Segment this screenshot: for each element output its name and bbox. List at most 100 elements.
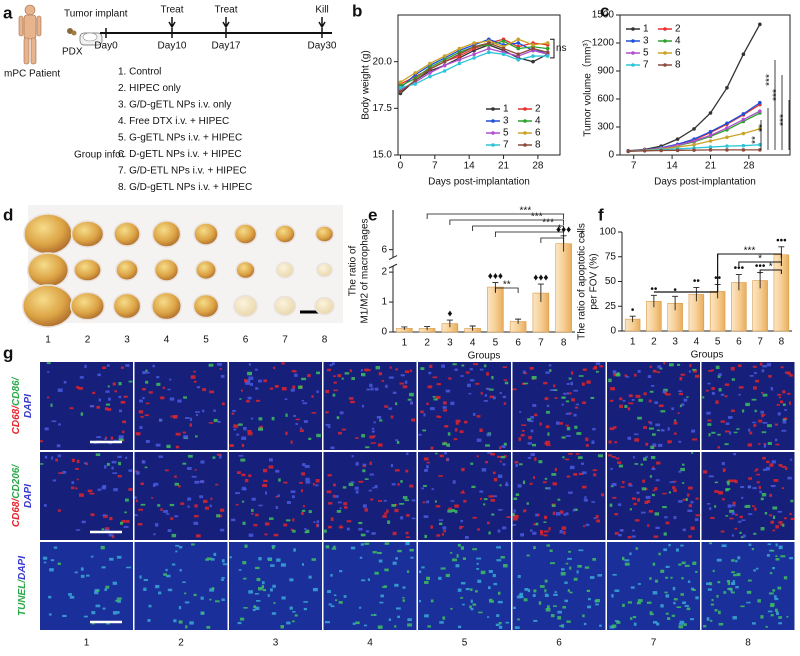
cell-signal [769,572,773,575]
cell-signal [109,557,114,561]
cell-signal [156,376,160,379]
ns-bracket [550,38,555,59]
cell-signal [680,593,684,596]
cell-signal [683,398,688,402]
cell-signal [249,383,253,386]
cell-signal [461,364,465,367]
cell-signal [153,482,159,486]
cell-signal [552,605,557,607]
cell-signal [174,475,177,478]
cell-signal [304,528,307,531]
cell-signal [440,567,446,570]
cell-signal [250,417,254,420]
cell-signal [731,534,735,537]
cell-signal [577,456,583,459]
cell-signal [720,420,726,423]
cell-signal [262,483,267,488]
cell-signal [384,512,388,515]
legend-label: 3 [643,36,649,47]
cell-signal [452,480,456,484]
micrograph [701,542,795,630]
cell-signal [665,594,670,598]
cell-signal [765,625,768,628]
cell-signal [686,396,689,398]
cell-signal [289,578,294,582]
cell-signal [585,523,590,527]
cell-signal [611,482,617,487]
cell-signal [647,375,652,379]
cell-signal [157,504,161,507]
data-point [487,46,491,51]
cell-signal [200,596,204,600]
cell-signal [784,409,787,411]
cell-signal [486,372,489,376]
significance-label: *** [531,212,543,223]
cell-signal [760,410,764,414]
cell-signal [329,364,333,367]
cell-signal [610,467,613,470]
cell-signal [247,379,251,383]
cell-signal [777,393,782,396]
cell-signal [609,503,613,507]
cell-signal [561,526,567,530]
cell-signal [783,576,788,580]
cell-signal [628,402,634,405]
cell-signal [479,497,483,500]
cell-signal [573,473,578,476]
data-point [516,46,521,51]
cell-signal [333,389,338,392]
cell-signal [76,478,79,481]
cell-signal [361,404,365,408]
cell-signal [105,585,110,589]
cell-signal [83,615,88,618]
group-item: 3. G/D-gETL NPs i.v. only [118,100,231,111]
cell-signal [189,417,193,422]
cell-signal [548,527,551,531]
data-point [531,59,535,64]
cell-signal [275,469,280,473]
cell-signal [517,484,522,488]
cell-signal [454,428,458,432]
cell-signal [146,371,150,374]
cell-signal [342,486,347,489]
cell-signal [446,443,450,447]
cell-signal [753,532,757,535]
cell-signal [739,515,743,519]
cell-signal [209,504,212,508]
cell-signal [394,508,399,513]
cell-signal [775,555,778,557]
data-point [692,127,696,131]
x-tick-label: 14 [464,161,476,172]
cell-signal [599,624,602,627]
cell-signal [316,524,320,527]
cell-signal [597,574,603,577]
tumor [115,259,139,281]
cell-signal [269,458,273,462]
cell-signal [726,580,731,583]
cell-signal [552,511,556,516]
cell-signal [336,416,340,420]
cell-signal [635,547,639,550]
cell-signal [396,440,400,444]
cell-signal [558,422,564,425]
cell-signal [385,384,388,388]
cell-signal [438,519,444,521]
cell-signal [687,509,693,513]
cell-signal [119,521,124,525]
tumor-group-label: 1 [45,335,51,346]
cell-signal [519,463,523,466]
cell-signal [676,363,681,366]
cell-signal [283,481,288,484]
cell-signal [241,500,245,503]
stain-label: CD68/CD206/ [11,464,22,527]
cell-signal [622,399,626,402]
cell-signal [258,504,263,507]
error-bar [469,325,476,331]
cell-signal [202,409,205,413]
cell-signal [608,378,612,383]
cell-signal [790,517,795,520]
tumor [26,252,70,288]
cell-signal [443,529,447,533]
cell-signal [159,418,162,422]
cell-signal [565,424,569,427]
